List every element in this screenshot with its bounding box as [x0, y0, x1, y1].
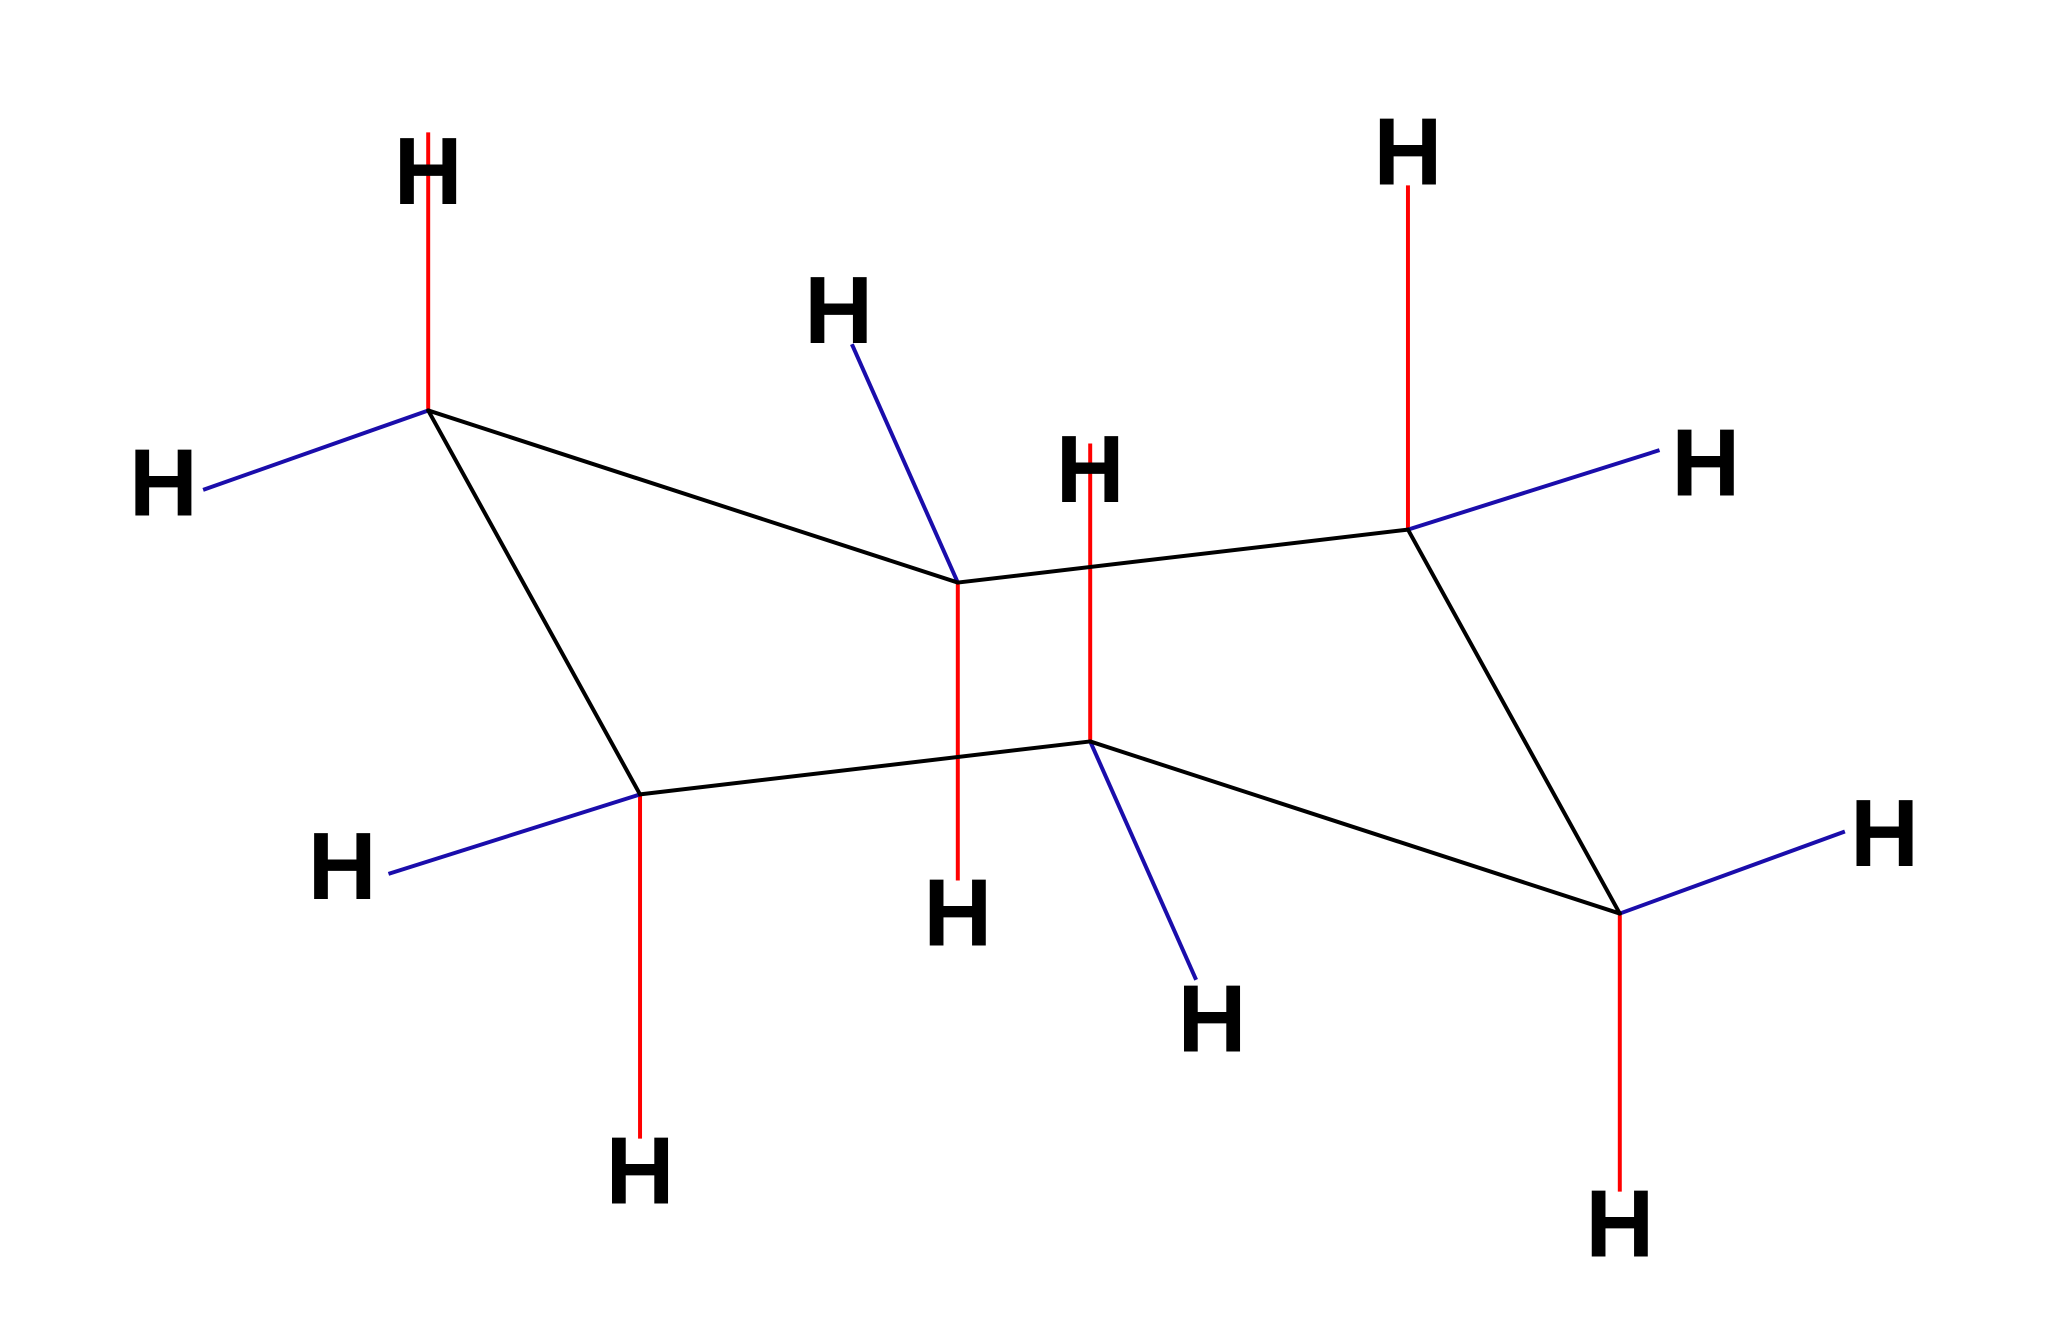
- hydrogen-label: H: [1178, 966, 1247, 1072]
- hydrogen-label: H: [1671, 410, 1740, 516]
- equatorial-bond: [203, 410, 428, 489]
- hydrogen-label: H: [308, 814, 377, 920]
- hydrogen-bonds-group: [203, 132, 1845, 1191]
- hydrogen-label: H: [1374, 99, 1443, 205]
- hydrogen-label: H: [394, 119, 463, 225]
- ring-bond: [958, 530, 1408, 583]
- equatorial-bond: [1620, 831, 1845, 913]
- hydrogen-label: H: [923, 861, 992, 967]
- molecule-diagram: H H H H H H H H H H H H: [0, 0, 2048, 1324]
- equatorial-bond: [852, 344, 958, 582]
- ring-bond: [640, 741, 1090, 794]
- hydrogen-label: H: [1585, 1172, 1654, 1278]
- atom-labels-group: H H H H H H H H H H H H: [129, 99, 1919, 1277]
- equatorial-bond: [1090, 741, 1196, 979]
- hydrogen-label: H: [1850, 781, 1919, 887]
- hydrogen-label: H: [129, 430, 198, 536]
- equatorial-bond: [1408, 450, 1660, 529]
- hydrogen-label: H: [1056, 417, 1125, 523]
- cyclohexane-chair-svg: H H H H H H H H H H H H: [0, 0, 2048, 1324]
- equatorial-bond: [388, 794, 640, 873]
- hydrogen-label: H: [804, 258, 873, 364]
- hydrogen-label: H: [606, 1119, 675, 1225]
- carbon-ring-group: [428, 410, 1620, 913]
